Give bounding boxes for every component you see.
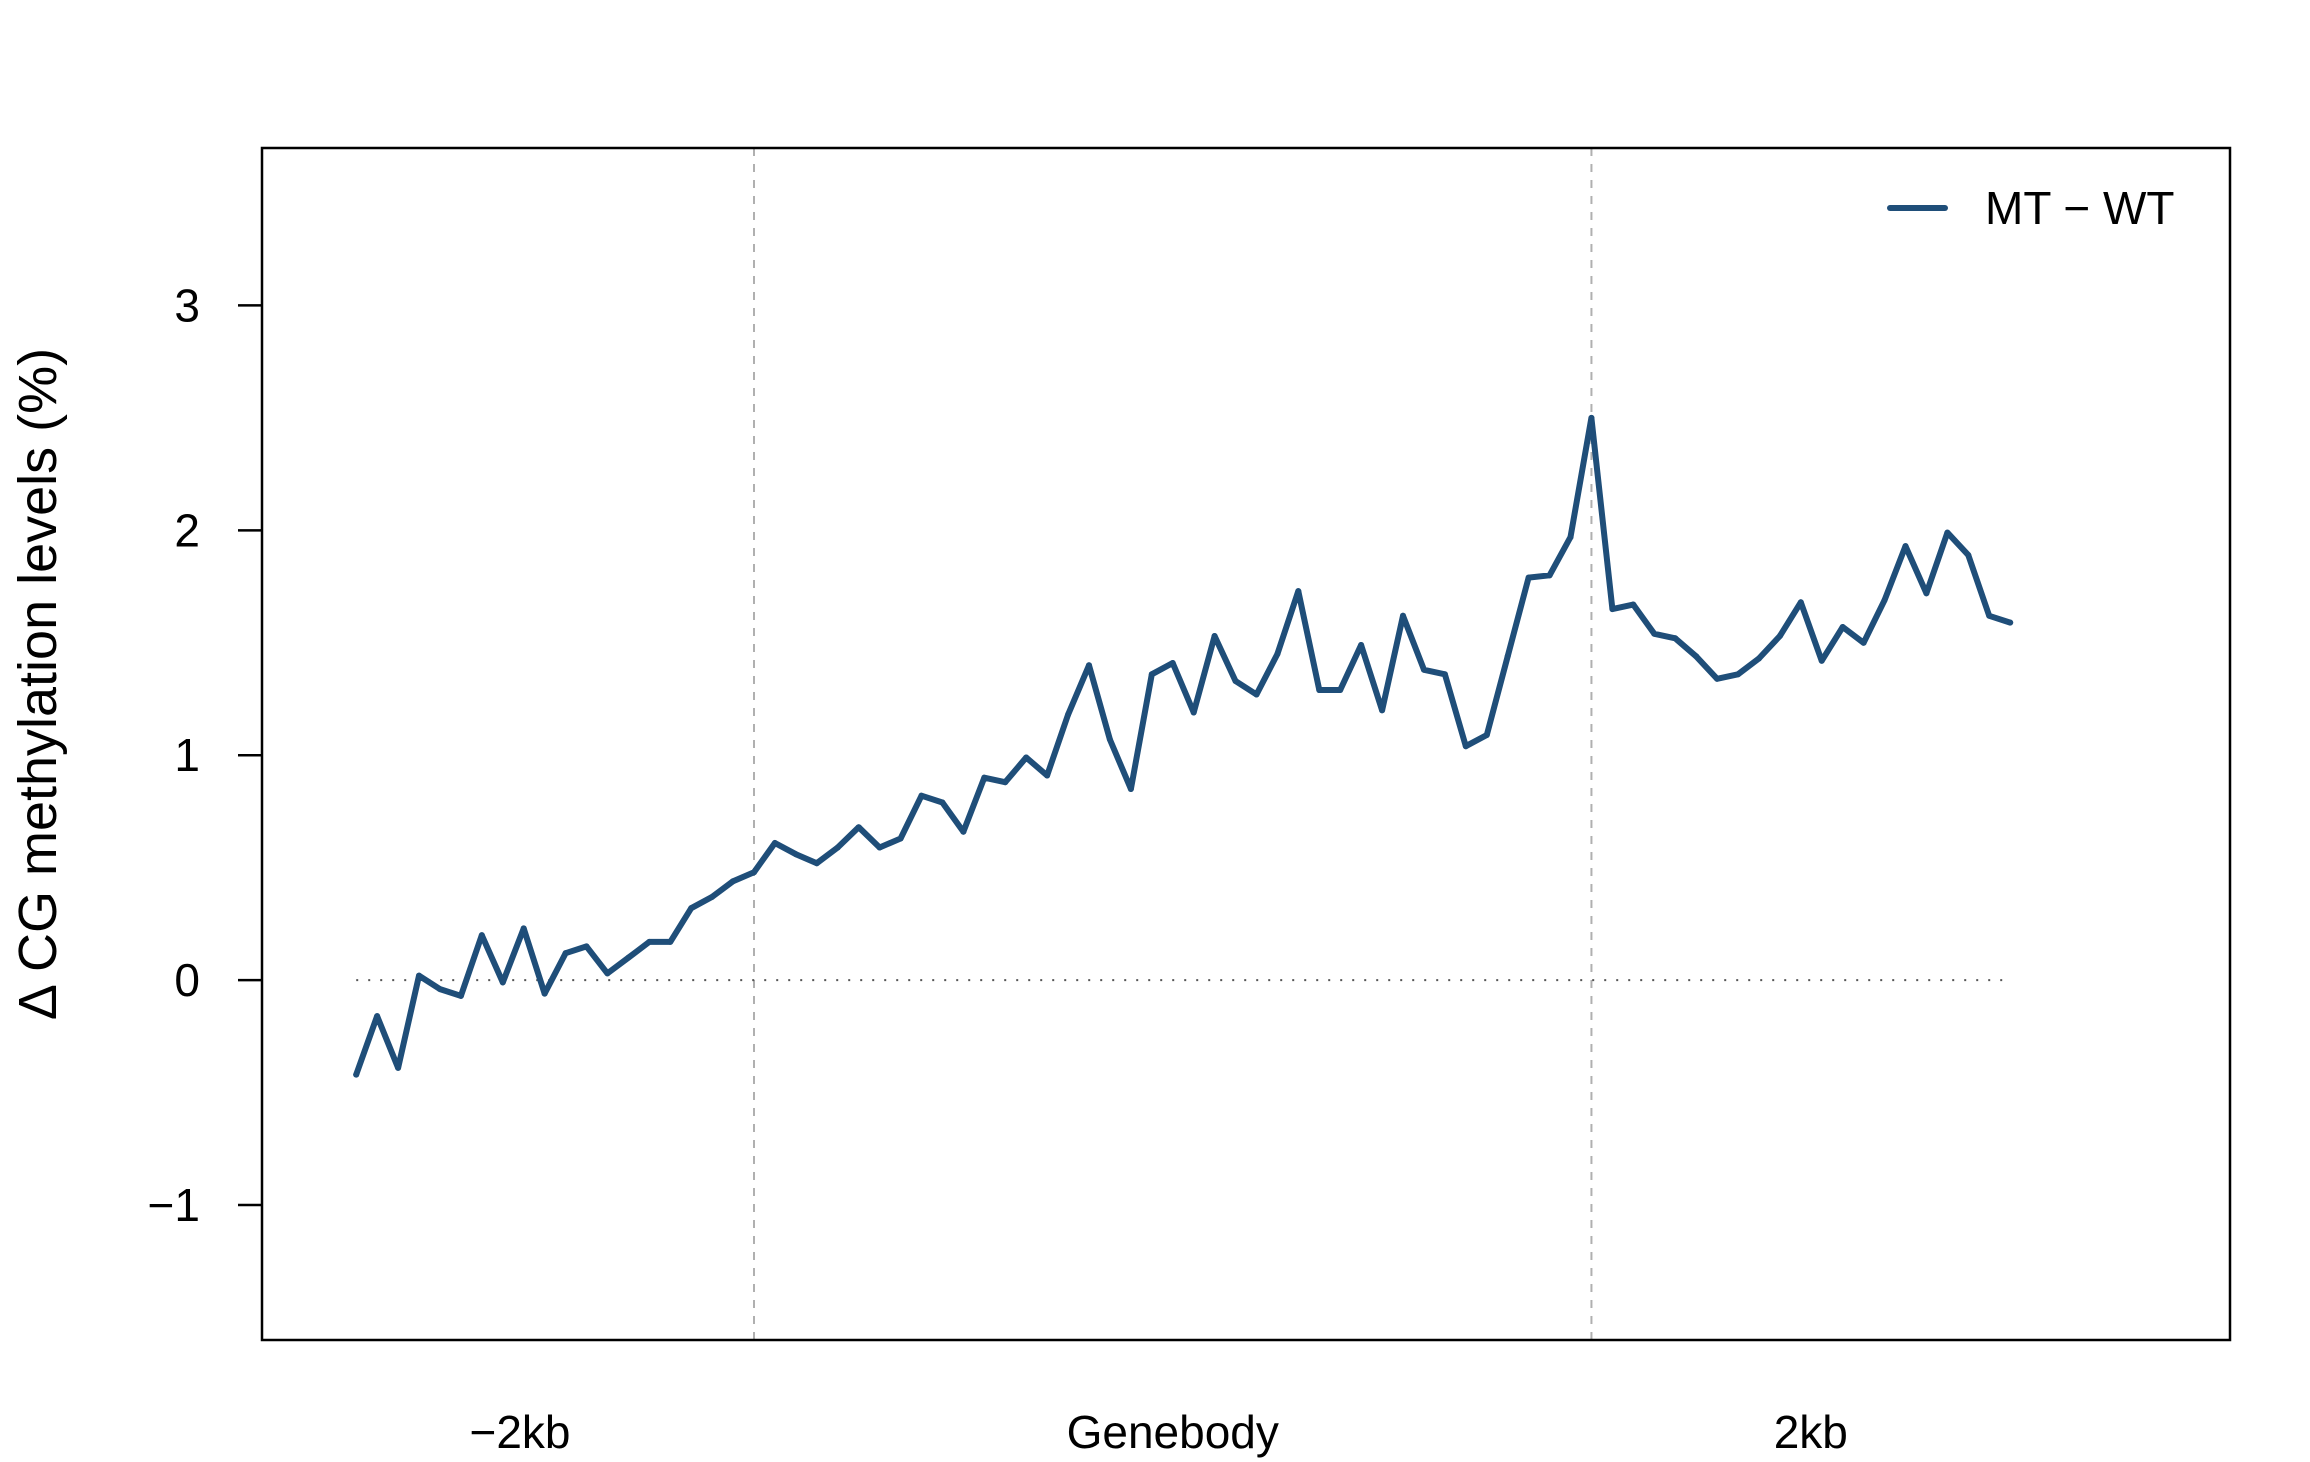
data-point <box>2007 619 2014 626</box>
data-point <box>855 824 862 831</box>
data-point <box>667 938 674 945</box>
data-point <box>604 970 611 977</box>
data-point <box>457 992 464 999</box>
data-point <box>395 1064 402 1071</box>
data-point <box>1190 709 1197 716</box>
data-point <box>520 925 527 932</box>
data-point <box>960 828 967 835</box>
data-point <box>478 932 485 939</box>
data-point <box>1148 671 1155 678</box>
data-point <box>1295 588 1302 595</box>
data-point <box>1420 666 1427 673</box>
data-point <box>1965 552 1972 559</box>
legend: MT − WT <box>1887 182 2175 234</box>
data-point <box>751 869 757 876</box>
data-point <box>771 839 778 846</box>
data-point <box>1755 655 1762 662</box>
data-point <box>1672 635 1679 642</box>
data-point <box>709 893 716 900</box>
data-point <box>1797 599 1804 606</box>
data-point <box>1483 732 1490 739</box>
data-point <box>1232 678 1239 685</box>
data-point <box>353 1071 360 1078</box>
data-point <box>1630 601 1637 608</box>
data-point <box>1253 691 1260 698</box>
x-tick-label-genebody: Genebody <box>1067 1406 1279 1458</box>
y-axis: −1 0 1 2 3 <box>148 279 262 1231</box>
data-point <box>625 954 632 961</box>
data-point <box>416 972 423 979</box>
data-point <box>1044 772 1051 779</box>
series-line-mt-wt <box>353 414 2014 1078</box>
data-point <box>981 774 988 781</box>
data-point <box>1986 612 1993 619</box>
x-tick-label-minus-2kb: −2kb <box>469 1406 570 1458</box>
data-point <box>646 938 653 945</box>
data-point <box>1735 671 1741 678</box>
data-point <box>1358 642 1365 649</box>
data-point <box>1776 633 1783 640</box>
data-point <box>583 943 590 950</box>
data-point <box>1714 675 1721 682</box>
data-point <box>1504 653 1511 660</box>
data-point <box>688 905 695 912</box>
data-point <box>541 990 548 997</box>
data-point <box>1002 779 1009 786</box>
y-tick-label: −1 <box>148 1179 200 1231</box>
data-point <box>1525 574 1532 581</box>
data-point <box>1023 754 1030 761</box>
data-point <box>1337 687 1344 694</box>
data-point <box>834 844 841 851</box>
data-point <box>1274 651 1281 658</box>
data-point <box>1902 543 1909 550</box>
data-point <box>1316 687 1323 694</box>
y-axis-title: Δ CG methylation levels (%) <box>8 348 68 1020</box>
data-point <box>1567 534 1574 541</box>
data-point <box>562 950 569 957</box>
legend-label: MT − WT <box>1985 182 2175 234</box>
data-point <box>1127 785 1134 792</box>
data-point <box>897 835 904 842</box>
series-points <box>353 414 2014 1078</box>
data-point <box>1211 633 1218 640</box>
x-axis: −2kb Genebody 2kb <box>469 1406 1847 1458</box>
data-point <box>1106 736 1113 743</box>
data-point <box>374 1013 381 1020</box>
x-tick-label-2kb: 2kb <box>1774 1406 1848 1458</box>
data-point <box>1651 630 1658 637</box>
data-point <box>499 979 506 986</box>
data-point <box>1881 597 1888 604</box>
data-point <box>939 799 946 806</box>
data-point <box>1839 624 1846 631</box>
data-point <box>730 878 737 885</box>
data-point <box>1860 639 1867 646</box>
data-point <box>1379 707 1386 714</box>
data-point <box>1546 572 1553 579</box>
data-point <box>1588 414 1595 421</box>
y-tick-label: 2 <box>174 504 200 556</box>
data-point <box>1818 657 1825 664</box>
data-point <box>1609 606 1616 613</box>
data-point <box>1085 662 1092 669</box>
y-tick-label: 3 <box>174 279 200 331</box>
data-point <box>1400 612 1407 619</box>
plot-frame <box>260 146 2232 1342</box>
data-point <box>876 844 883 851</box>
data-point <box>436 986 443 993</box>
data-point <box>792 851 799 858</box>
data-point <box>918 792 925 799</box>
y-tick-label: 1 <box>174 729 200 781</box>
data-point <box>1693 653 1700 660</box>
y-tick-label: 0 <box>174 954 200 1006</box>
data-point <box>1462 743 1469 750</box>
data-point <box>1169 660 1176 667</box>
data-point <box>813 860 820 867</box>
data-point <box>1923 590 1930 597</box>
data-point <box>1441 671 1448 678</box>
data-point <box>1065 711 1072 718</box>
data-point <box>1944 529 1951 536</box>
